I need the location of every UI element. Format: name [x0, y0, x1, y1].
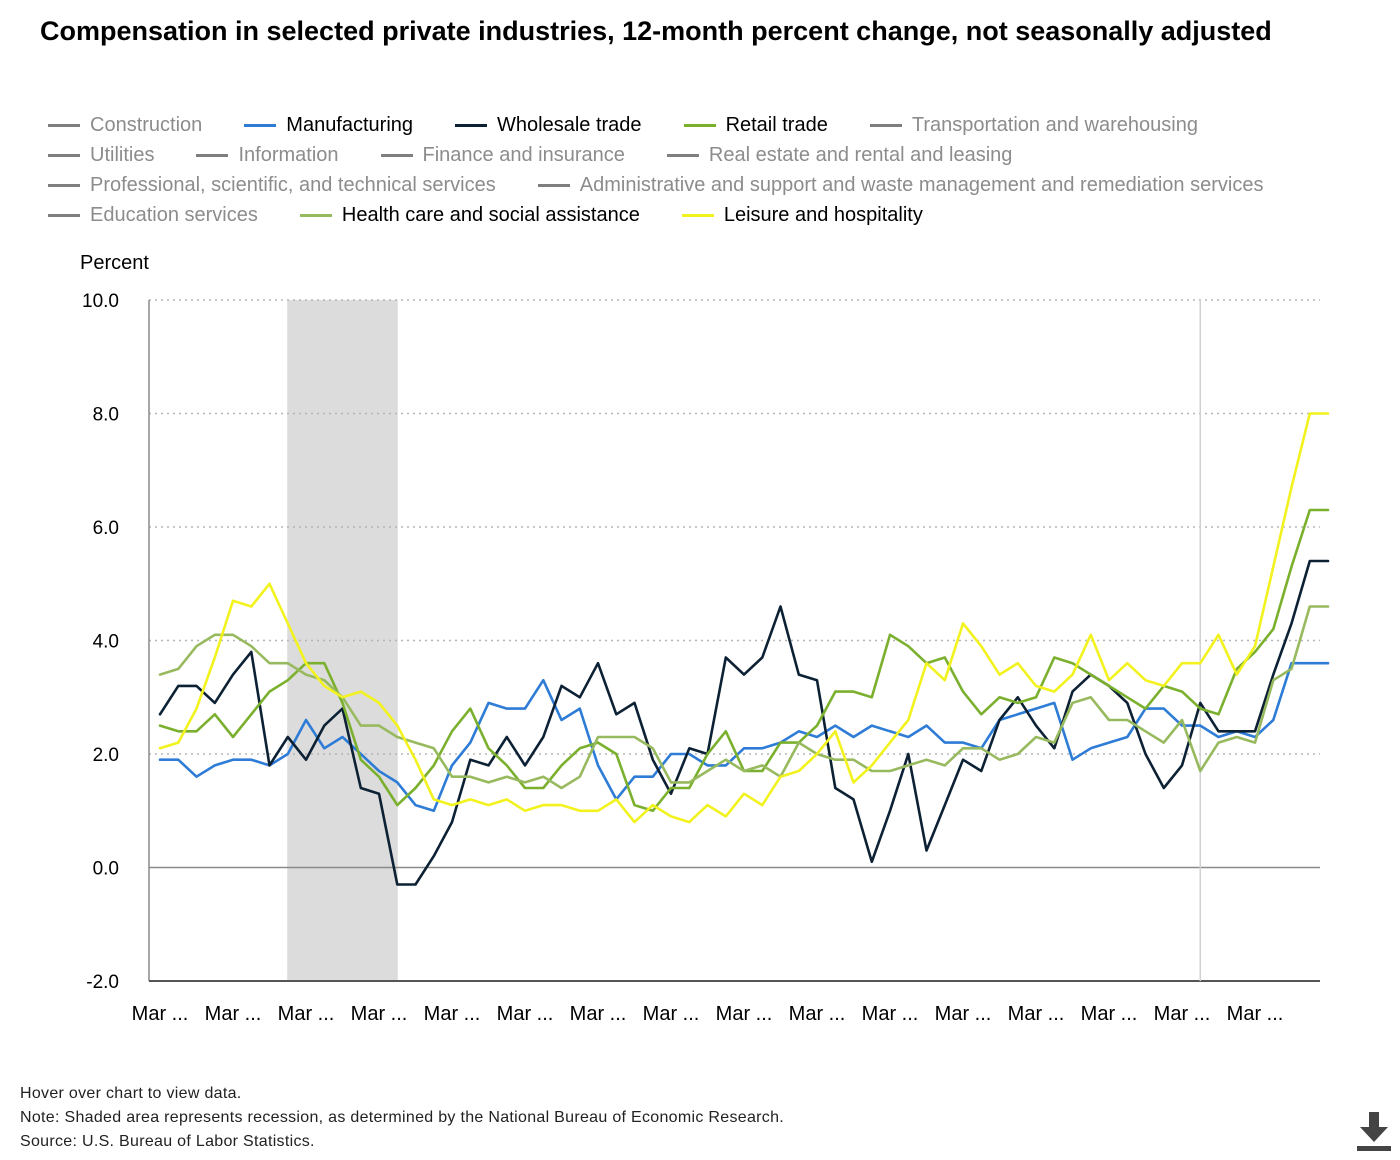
legend-item[interactable]: Wholesale trade: [455, 110, 642, 140]
legend-label: Professional, scientific, and technical …: [90, 174, 496, 196]
legend-label: Retail trade: [725, 114, 828, 136]
legend-label: Manufacturing: [286, 114, 414, 136]
series-line[interactable]: [158, 412, 1330, 824]
legend-row: Utilities Information Finance and insuranc…: [48, 140, 1388, 170]
x-tick-label: Mar ...: [132, 1003, 189, 1025]
legend-label: Construction: [90, 114, 203, 136]
legend-item[interactable]: Information: [196, 140, 339, 170]
y-tick-label: 10.0: [82, 291, 119, 312]
y-tick-label: -2.0: [86, 972, 119, 993]
legend-item[interactable]: Manufacturing: [244, 110, 413, 140]
x-tick-label: Mar ...: [643, 1003, 700, 1025]
footer-notes: Hover over chart to view data. Note: Sha…: [20, 1082, 784, 1154]
x-tick-label: Mar ...: [1154, 1003, 1211, 1025]
x-tick-label: Mar ...: [570, 1003, 627, 1025]
legend-swatch: [380, 153, 413, 157]
legend-item[interactable]: Real estate and rental and leasing: [666, 140, 1013, 170]
legend-label: Utilities: [90, 144, 155, 166]
legend-item[interactable]: Leisure and hospitality: [681, 200, 923, 230]
legend-swatch: [455, 123, 488, 127]
x-tick-label: Mar ...: [1227, 1003, 1284, 1025]
download-icon[interactable]: [1354, 1110, 1394, 1154]
y-tick-label: 8.0: [93, 405, 119, 426]
legend-item[interactable]: Professional, scientific, and technical …: [48, 170, 496, 200]
line-chart[interactable]: Percent 10.0 8.0 6.0 4.0 2.0 0.0 -2.0 Mar ... M…: [0, 240, 1400, 1040]
legend-swatch: [48, 183, 80, 187]
legend-swatch: [244, 123, 277, 127]
y-tick-label: 2.0: [93, 745, 119, 766]
recession-note: Note: Shaded area represents recession, …: [20, 1109, 785, 1126]
x-tick-label: Mar ...: [935, 1003, 992, 1025]
x-tick-label: Mar ...: [205, 1003, 262, 1025]
legend-item[interactable]: Health care and social assistance: [299, 200, 640, 230]
x-tick-label: Mar ...: [278, 1003, 335, 1025]
x-tick-label: Mar ...: [351, 1003, 408, 1025]
legend-label: Finance and insurance: [422, 144, 625, 166]
legend: Construction Manufacturing Wholesale trade…: [48, 110, 1388, 230]
legend-item[interactable]: Utilities: [48, 140, 154, 170]
legend-row: Education services Health care and social…: [48, 200, 1388, 230]
legend-item[interactable]: Transportation and warehousing: [869, 110, 1198, 140]
legend-label: Education services: [90, 204, 258, 226]
legend-swatch: [48, 153, 80, 157]
series-line[interactable]: [158, 605, 1330, 790]
legend-item[interactable]: Education services: [48, 200, 258, 230]
legend-swatch: [537, 183, 570, 187]
legend-row: Construction Manufacturing Wholesale trade…: [48, 110, 1388, 140]
legend-item[interactable]: Retail trade: [683, 110, 828, 140]
x-tick-label: Mar ...: [1008, 1003, 1065, 1025]
legend-swatch: [683, 123, 716, 127]
chart-title: Compensation in selected private industr…: [40, 16, 1272, 46]
legend-label: Wholesale trade: [497, 114, 642, 136]
y-tick-label: 0.0: [93, 859, 119, 880]
x-tick-label: Mar ...: [424, 1003, 481, 1025]
legend-item[interactable]: Finance and insurance: [380, 140, 625, 170]
x-tick-label: Mar ...: [862, 1003, 919, 1025]
legend-label: Information: [238, 144, 339, 166]
legend-label: Transportation and warehousing: [911, 114, 1198, 136]
legend-label: Health care and social assistance: [341, 204, 640, 226]
x-tick-label: Mar ...: [1081, 1003, 1138, 1025]
legend-swatch: [196, 153, 229, 157]
legend-label: Real estate and rental and leasing: [708, 144, 1013, 166]
legend-swatch: [48, 213, 80, 217]
x-tick-label: Mar ...: [497, 1003, 554, 1025]
legend-label: Leisure and hospitality: [723, 204, 923, 226]
legend-swatch: [869, 123, 902, 127]
series-line[interactable]: [158, 559, 1330, 886]
legend-swatch: [299, 213, 332, 217]
legend-item[interactable]: Construction: [48, 110, 202, 140]
legend-label: Administrative and support and waste man…: [579, 174, 1264, 196]
source-note: Source: U.S. Bureau of Labor Statistics.: [20, 1133, 315, 1150]
x-tick-label: Mar ...: [716, 1003, 773, 1025]
y-tick-label: 6.0: [93, 518, 119, 539]
legend-item[interactable]: Administrative and support and waste man…: [537, 170, 1264, 200]
legend-swatch: [681, 213, 714, 217]
legend-swatch: [48, 123, 80, 127]
legend-swatch: [666, 153, 699, 157]
series-line[interactable]: [158, 661, 1330, 813]
y-tick-label: 4.0: [93, 632, 119, 653]
hover-hint: Hover over chart to view data.: [20, 1085, 242, 1102]
legend-row: Professional, scientific, and technical …: [48, 170, 1388, 200]
y-axis-label: Percent: [80, 252, 149, 274]
x-tick-label: Mar ...: [789, 1003, 846, 1025]
